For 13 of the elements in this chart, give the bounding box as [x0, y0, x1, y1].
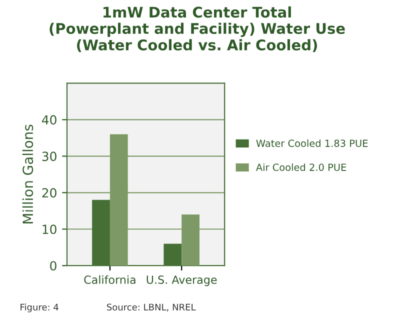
y-tick-label: 10 — [42, 224, 56, 234]
legend-label: Air Cooled 2.0 PUE — [256, 163, 346, 171]
y-tick-label: 20 — [42, 188, 56, 198]
source-note: Source: LBNL, NREL — [106, 304, 196, 312]
x-tick-label: California — [84, 275, 136, 284]
y-tick-label: 40 — [42, 115, 56, 125]
x-tick-label: U.S. Average — [146, 276, 217, 286]
chart-title: 1mW Data Center Total (Powerplant and Facility) Water Use (Water Cooled vs. Air Cooled) — [50, 6, 345, 52]
legend-label: Water Cooled 1.83 PUE — [256, 139, 368, 147]
y-tick-label: 0 — [50, 261, 56, 271]
y-axis-title: Million Gallons — [22, 124, 34, 224]
y-tick-label: 30 — [42, 152, 56, 162]
text: Figure: 4 — [20, 304, 58, 312]
